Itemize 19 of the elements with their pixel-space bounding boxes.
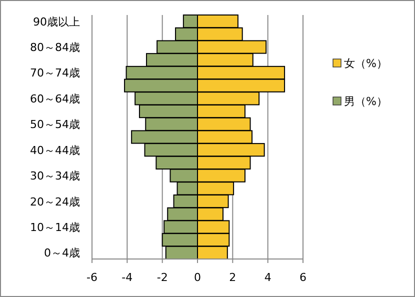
x-tick-label: 0 [194,271,201,284]
y-tick-label: 50～54歳 [30,118,80,132]
x-tick-label: -6 [86,271,98,284]
x-tick-label: 2 [229,271,236,284]
y-tick-label: 40～44歳 [30,144,80,157]
y-tick-label: 80～84歳 [30,41,80,54]
x-tick-label: 4 [264,271,272,284]
y-tick-label: 90歳以上 [33,15,80,28]
y-tick-label: 70～74歳 [30,66,80,80]
y-tick-label: 60～64歳 [30,92,80,106]
x-tick-label: -2 [156,271,168,284]
y-tick-label: 30～34歳 [30,170,80,183]
legend-label: 女（%） [344,57,388,70]
y-tick-label: 0～4歳 [44,246,80,260]
x-tick-label: -4 [122,271,133,284]
y-tick-label: 20～24歳 [30,195,80,208]
legend-label: 男（%） [344,95,388,108]
x-tick-label: 6 [300,271,306,284]
y-tick-label: 10～14歳 [30,220,80,234]
